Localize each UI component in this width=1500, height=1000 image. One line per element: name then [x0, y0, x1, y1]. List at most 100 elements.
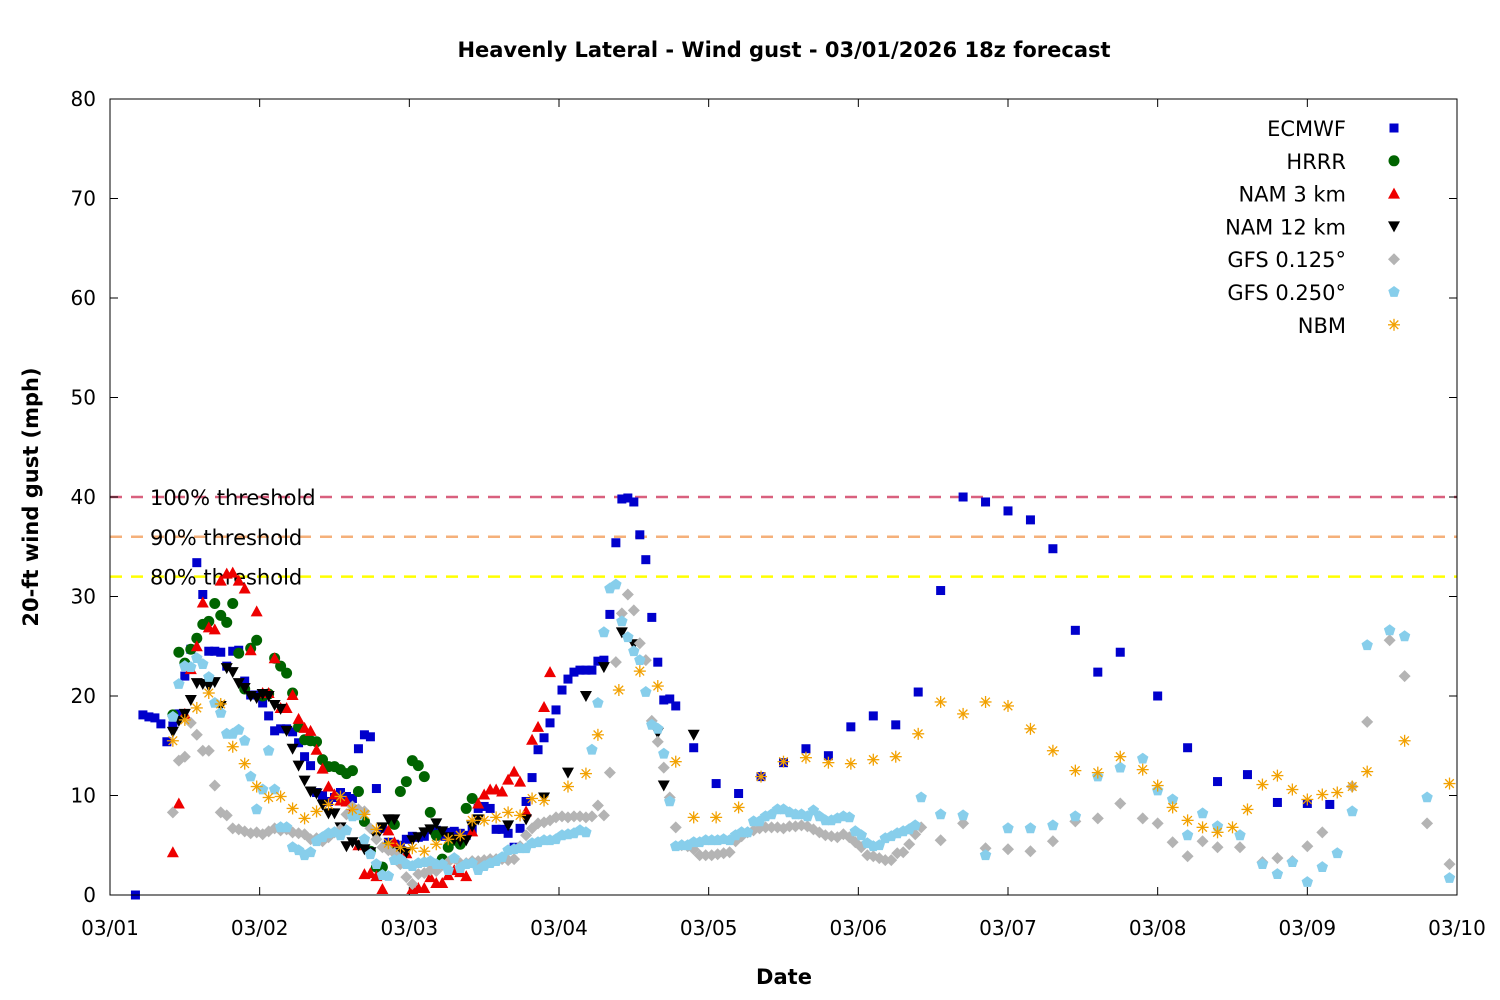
data-point	[641, 555, 651, 565]
data-point	[304, 846, 317, 858]
data-point	[545, 718, 555, 728]
legend-marker	[1388, 187, 1400, 199]
data-point	[1256, 778, 1269, 791]
data-point	[280, 701, 293, 713]
data-point	[1241, 803, 1254, 816]
data-point	[292, 712, 305, 724]
data-point	[276, 724, 286, 734]
y-tick-label: 70	[71, 187, 96, 211]
data-point	[1211, 820, 1224, 832]
x-tick-label: 03/04	[530, 916, 588, 940]
data-point	[430, 838, 443, 851]
data-point	[1003, 506, 1013, 516]
legend-label: GFS 0.250°	[1227, 281, 1346, 305]
data-point	[174, 709, 184, 719]
data-point	[1361, 639, 1373, 651]
data-point	[316, 762, 329, 774]
data-point	[412, 760, 424, 772]
data-point	[228, 646, 238, 656]
data-point	[1091, 812, 1104, 825]
data-point	[1233, 841, 1246, 854]
x-tick-label: 03/09	[1279, 916, 1337, 940]
data-point	[485, 803, 495, 813]
data-point	[615, 627, 628, 639]
data-point	[364, 822, 377, 835]
data-point	[1316, 826, 1329, 839]
data-point	[533, 745, 543, 755]
legend-marker	[1389, 123, 1399, 133]
data-point	[497, 824, 507, 834]
data-point	[196, 596, 209, 608]
data-point	[226, 667, 239, 679]
data-point	[669, 821, 682, 834]
data-point	[885, 854, 898, 867]
data-point	[610, 578, 622, 590]
data-point	[1048, 544, 1058, 554]
data-point	[210, 646, 220, 656]
data-point	[551, 705, 561, 715]
data-point	[1002, 699, 1014, 712]
x-axis-label: Date	[756, 965, 812, 989]
data-point	[204, 646, 214, 656]
data-point	[150, 713, 160, 723]
data-point	[418, 771, 430, 783]
data-point	[166, 734, 179, 747]
data-point	[514, 775, 527, 787]
data-point	[358, 844, 371, 856]
data-point	[1137, 752, 1149, 764]
data-point	[957, 817, 970, 830]
data-point	[508, 853, 521, 866]
data-point	[1002, 843, 1014, 856]
data-point	[1024, 822, 1037, 834]
data-point	[710, 811, 723, 824]
data-point	[376, 822, 389, 834]
data-point	[593, 656, 603, 666]
data-point	[1398, 734, 1411, 747]
data-point	[741, 826, 754, 838]
data-point	[298, 775, 311, 787]
data-point	[1047, 819, 1059, 831]
data-point	[226, 566, 239, 578]
data-point	[579, 767, 592, 780]
data-point	[1226, 821, 1239, 834]
data-point	[1069, 764, 1082, 777]
data-point	[197, 658, 209, 669]
data-point	[466, 857, 478, 868]
data-point	[623, 493, 633, 503]
data-point	[166, 846, 179, 858]
data-point	[777, 755, 790, 768]
data-point	[520, 805, 533, 817]
data-point	[394, 841, 407, 854]
data-point	[1271, 769, 1284, 782]
data-point	[198, 590, 208, 600]
data-point	[156, 719, 166, 729]
data-point	[1272, 797, 1282, 807]
y-tick-label: 0	[83, 883, 96, 907]
data-point	[807, 804, 820, 816]
data-point	[1181, 829, 1194, 841]
data-point	[891, 720, 901, 730]
data-point	[166, 726, 179, 738]
data-point	[268, 783, 281, 795]
data-point	[371, 784, 381, 794]
data-point	[633, 637, 646, 650]
data-point	[1151, 779, 1164, 792]
data-point	[280, 725, 293, 737]
data-point	[286, 743, 299, 755]
data-point	[597, 662, 610, 674]
data-point	[270, 726, 280, 736]
data-point	[520, 829, 533, 842]
data-point	[340, 824, 353, 836]
data-point	[957, 707, 970, 720]
data-point	[665, 694, 675, 704]
data-point	[1196, 821, 1209, 834]
data-point	[322, 798, 335, 811]
x-tick-label: 03/07	[979, 916, 1037, 940]
legend-label: HRRR	[1286, 150, 1346, 174]
data-point	[262, 744, 275, 756]
data-point	[868, 711, 878, 721]
data-point	[220, 809, 233, 822]
series-5	[167, 578, 1456, 887]
data-point	[460, 802, 472, 814]
data-point	[502, 773, 515, 785]
